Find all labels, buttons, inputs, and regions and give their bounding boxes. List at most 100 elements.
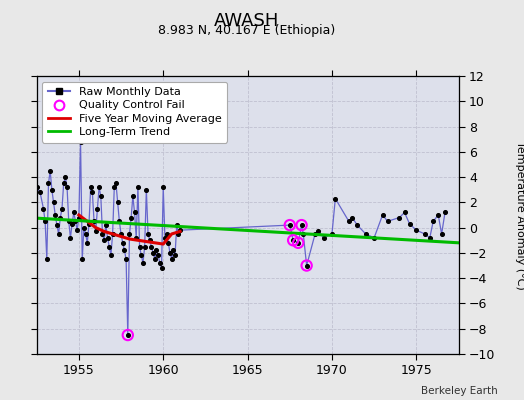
Point <box>63 184 71 190</box>
Point <box>299 231 308 237</box>
Point <box>438 231 446 237</box>
Point <box>88 189 96 196</box>
Point <box>100 237 108 244</box>
Point <box>331 195 340 202</box>
Point <box>142 186 150 193</box>
Point <box>60 180 68 187</box>
Point <box>345 218 353 224</box>
Text: AWASH: AWASH <box>214 12 279 30</box>
Point <box>71 218 80 224</box>
Point <box>302 262 311 269</box>
Point <box>154 252 162 259</box>
Point <box>434 212 442 218</box>
Point <box>174 231 182 237</box>
Point <box>36 189 44 196</box>
Point <box>120 247 128 254</box>
Point <box>298 222 306 228</box>
Point <box>107 252 115 259</box>
Point <box>353 222 362 228</box>
Point <box>48 186 56 193</box>
Point <box>421 231 429 237</box>
Point <box>85 221 93 227</box>
Point <box>378 212 387 218</box>
Point <box>130 209 139 216</box>
Point <box>61 174 70 180</box>
Point <box>64 218 73 224</box>
Point <box>169 247 178 254</box>
Point <box>51 212 59 218</box>
Point <box>159 184 168 190</box>
Point <box>39 206 48 212</box>
Point <box>81 231 90 237</box>
Point <box>286 222 294 228</box>
Text: Berkeley Earth: Berkeley Earth <box>421 386 498 396</box>
Point <box>384 218 392 224</box>
Point <box>176 227 184 233</box>
Point <box>96 193 105 199</box>
Point <box>314 228 323 235</box>
Point <box>86 184 95 190</box>
Point <box>311 231 319 237</box>
Point <box>139 260 147 266</box>
Point <box>157 265 166 271</box>
Point <box>135 243 144 250</box>
Point <box>164 240 172 246</box>
Point <box>49 199 58 206</box>
Point <box>73 227 81 233</box>
Y-axis label: Temperature Anomaly (°C): Temperature Anomaly (°C) <box>515 141 524 289</box>
Point <box>149 250 157 256</box>
Point <box>171 252 179 259</box>
Point <box>147 243 156 250</box>
Point <box>406 221 414 227</box>
Point <box>412 227 421 233</box>
Point <box>294 240 302 246</box>
Point <box>110 184 118 190</box>
Point <box>150 256 159 262</box>
Point <box>93 206 102 212</box>
Point <box>162 231 171 237</box>
Point <box>105 243 113 250</box>
Point <box>146 237 154 244</box>
Point <box>77 138 85 145</box>
Point <box>41 218 49 224</box>
Point <box>125 231 134 237</box>
Point <box>166 250 174 256</box>
Point <box>80 224 88 231</box>
Point <box>289 237 297 244</box>
Point <box>172 222 181 228</box>
Point <box>294 240 302 246</box>
Point <box>99 231 107 237</box>
Point <box>441 209 449 216</box>
Point <box>122 256 130 262</box>
Point <box>102 222 110 228</box>
Point <box>45 180 53 187</box>
Point <box>115 218 124 224</box>
Point <box>32 184 41 190</box>
Point <box>58 206 66 212</box>
Point <box>103 234 112 241</box>
Point <box>302 262 311 269</box>
Point <box>95 184 103 190</box>
Point <box>68 221 77 227</box>
Point <box>118 240 127 246</box>
Point <box>425 234 434 241</box>
Point <box>370 234 378 241</box>
Point <box>117 231 125 237</box>
Point <box>137 252 146 259</box>
Point <box>83 240 92 246</box>
Point <box>328 231 336 237</box>
Point <box>90 218 98 224</box>
Point <box>127 214 135 221</box>
Point <box>78 256 86 262</box>
Point <box>134 184 142 190</box>
Text: 8.983 N, 40.167 E (Ethiopia): 8.983 N, 40.167 E (Ethiopia) <box>158 24 335 37</box>
Point <box>112 180 120 187</box>
Point <box>429 218 438 224</box>
Point <box>54 231 63 237</box>
Point <box>124 332 132 338</box>
Point <box>362 231 370 237</box>
Point <box>108 231 117 237</box>
Point <box>42 256 51 262</box>
Point <box>395 214 403 221</box>
Point <box>161 234 169 241</box>
